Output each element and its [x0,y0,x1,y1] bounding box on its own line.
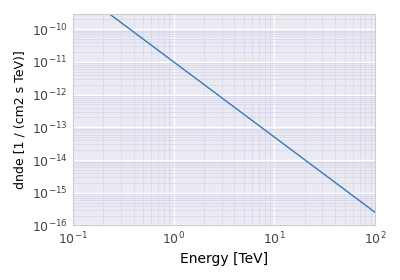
Y-axis label: dnde [1 / (cm2 s TeV)]: dnde [1 / (cm2 s TeV)] [14,50,26,189]
X-axis label: Energy [TeV]: Energy [TeV] [180,253,268,267]
